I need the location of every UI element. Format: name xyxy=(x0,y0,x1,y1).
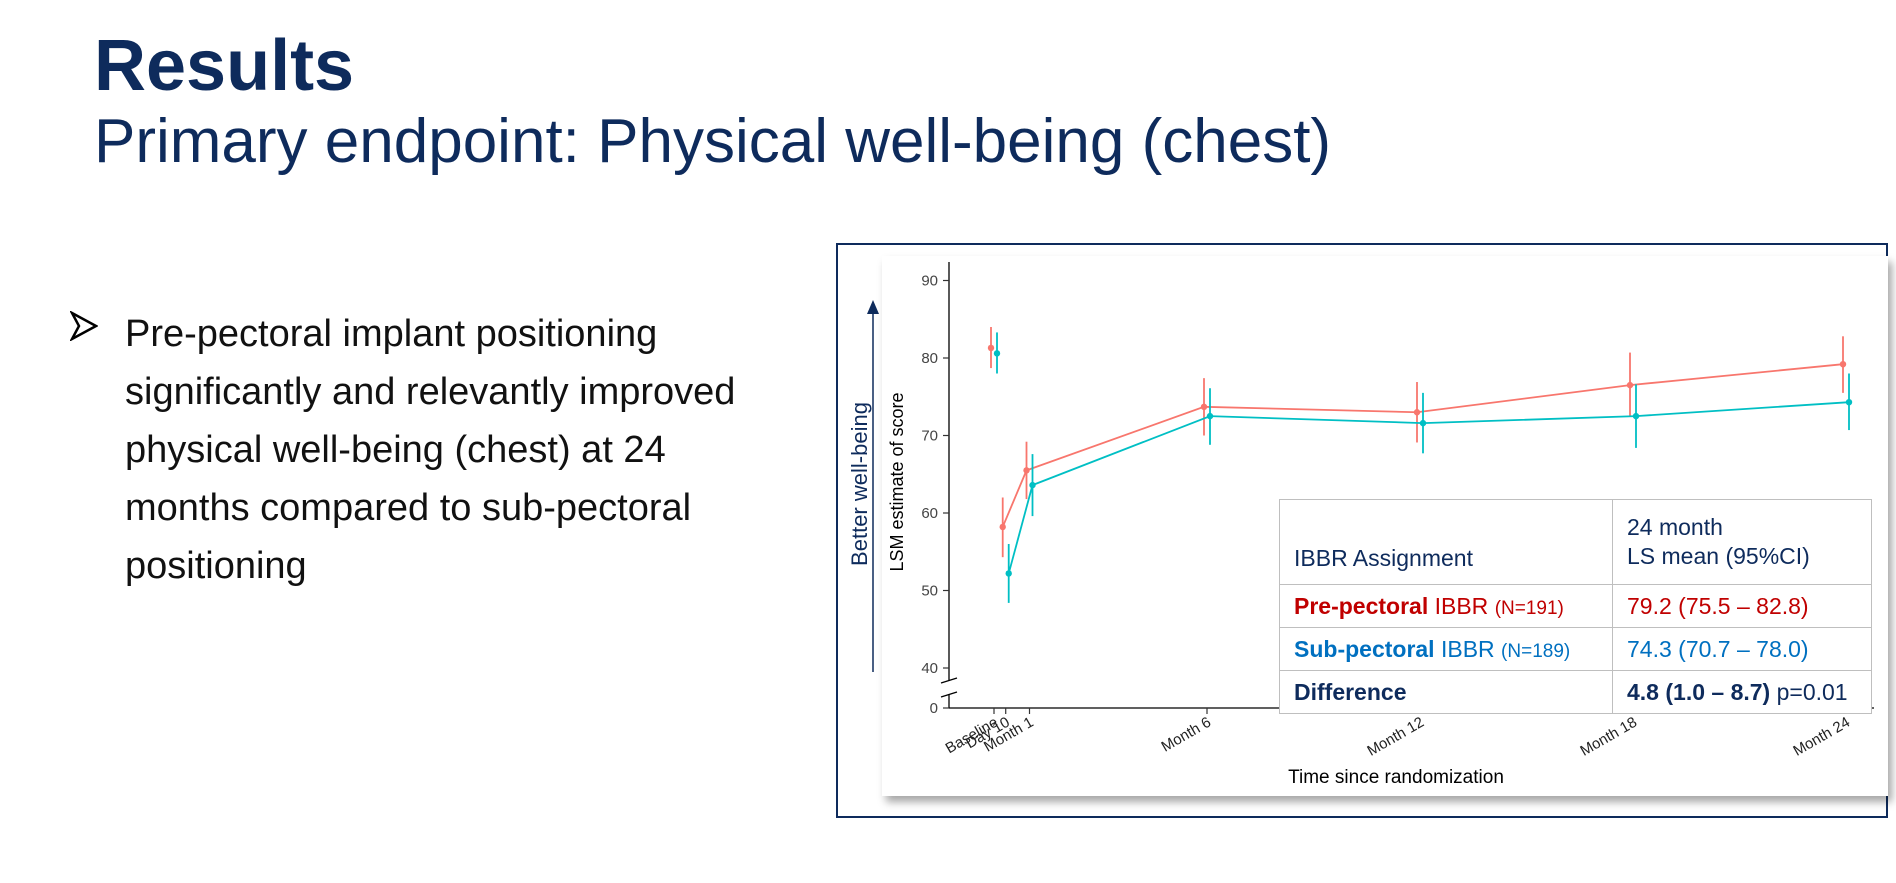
data-point xyxy=(1845,398,1853,406)
data-point xyxy=(1005,570,1012,577)
y-tick-label: 0 xyxy=(930,700,938,717)
y-tick-label: 60 xyxy=(921,505,938,522)
up-arrow-icon xyxy=(867,300,879,314)
slide-title: Results xyxy=(94,26,355,106)
table-header-row: IBBR Assignment 24 month LS mean (95%CI) xyxy=(1279,499,1872,585)
data-point xyxy=(1029,481,1036,489)
y-axis-label: LSM estimate of score xyxy=(887,392,907,571)
x-axis-label: Time since randomization xyxy=(1288,767,1504,788)
sub-pectoral-label: Sub-pectoral IBBR (N=189) xyxy=(1279,627,1613,671)
lsmean-table: IBBR Assignment 24 month LS mean (95%CI) … xyxy=(1279,499,1872,714)
x-tick-label: Month 6 xyxy=(1159,714,1214,756)
table-header-lsmean: 24 month LS mean (95%CI) xyxy=(1612,499,1872,585)
y-tick-label: 50 xyxy=(921,583,938,600)
data-point xyxy=(1023,467,1030,474)
table-row-difference: Difference 4.8 (1.0 – 8.7) p=0.01 xyxy=(1279,670,1872,714)
slide-subtitle: Primary endpoint: Physical well-being (c… xyxy=(94,107,1332,176)
data-point xyxy=(1839,361,1847,368)
data-point xyxy=(999,523,1006,531)
data-point xyxy=(1632,412,1640,420)
data-point xyxy=(993,350,1001,357)
y-tick-label: 70 xyxy=(921,428,938,445)
bullet-text: Pre-pectoral implant positioning signifi… xyxy=(125,313,736,587)
difference-value: 4.8 (1.0 – 8.7) p=0.01 xyxy=(1612,670,1872,714)
x-tick-label: Month 18 xyxy=(1577,714,1640,760)
data-point xyxy=(1626,381,1634,389)
data-point xyxy=(1413,409,1421,416)
better-wellbeing-label: Better well-being xyxy=(847,402,872,566)
table-header-assignment: IBBR Assignment xyxy=(1279,499,1613,585)
y-tick-label: 90 xyxy=(921,273,938,290)
data-point xyxy=(1200,403,1208,411)
data-point xyxy=(1206,412,1214,420)
arrow-bullet-icon xyxy=(70,311,98,341)
table-row-sub-pectoral: Sub-pectoral IBBR (N=189) 74.3 (70.7 – 7… xyxy=(1279,627,1872,671)
axis-break-mark xyxy=(940,691,958,698)
pre-pectoral-value: 79.2 (75.5 – 82.8) xyxy=(1612,584,1872,628)
chart-marks xyxy=(987,327,1853,603)
y-tick-label: 40 xyxy=(921,660,938,677)
x-tick-label: Month 12 xyxy=(1364,714,1427,760)
x-tick-label: Month 24 xyxy=(1790,714,1853,760)
pre-pectoral-label: Pre-pectoral IBBR (N=191) xyxy=(1279,584,1613,628)
data-point xyxy=(1419,419,1427,427)
y-tick-label: 80 xyxy=(921,350,938,367)
sub-pectoral-value: 74.3 (70.7 – 78.0) xyxy=(1612,627,1872,671)
data-point xyxy=(987,344,995,352)
series-line xyxy=(1007,401,1850,574)
series-line xyxy=(1001,363,1844,528)
better-wellbeing-indicator: Better well-being xyxy=(847,300,879,672)
difference-label: Difference xyxy=(1279,670,1613,714)
table-row-pre-pectoral: Pre-pectoral IBBR (N=191) 79.2 (75.5 – 8… xyxy=(1279,584,1872,628)
axis-break-mark xyxy=(940,677,958,684)
